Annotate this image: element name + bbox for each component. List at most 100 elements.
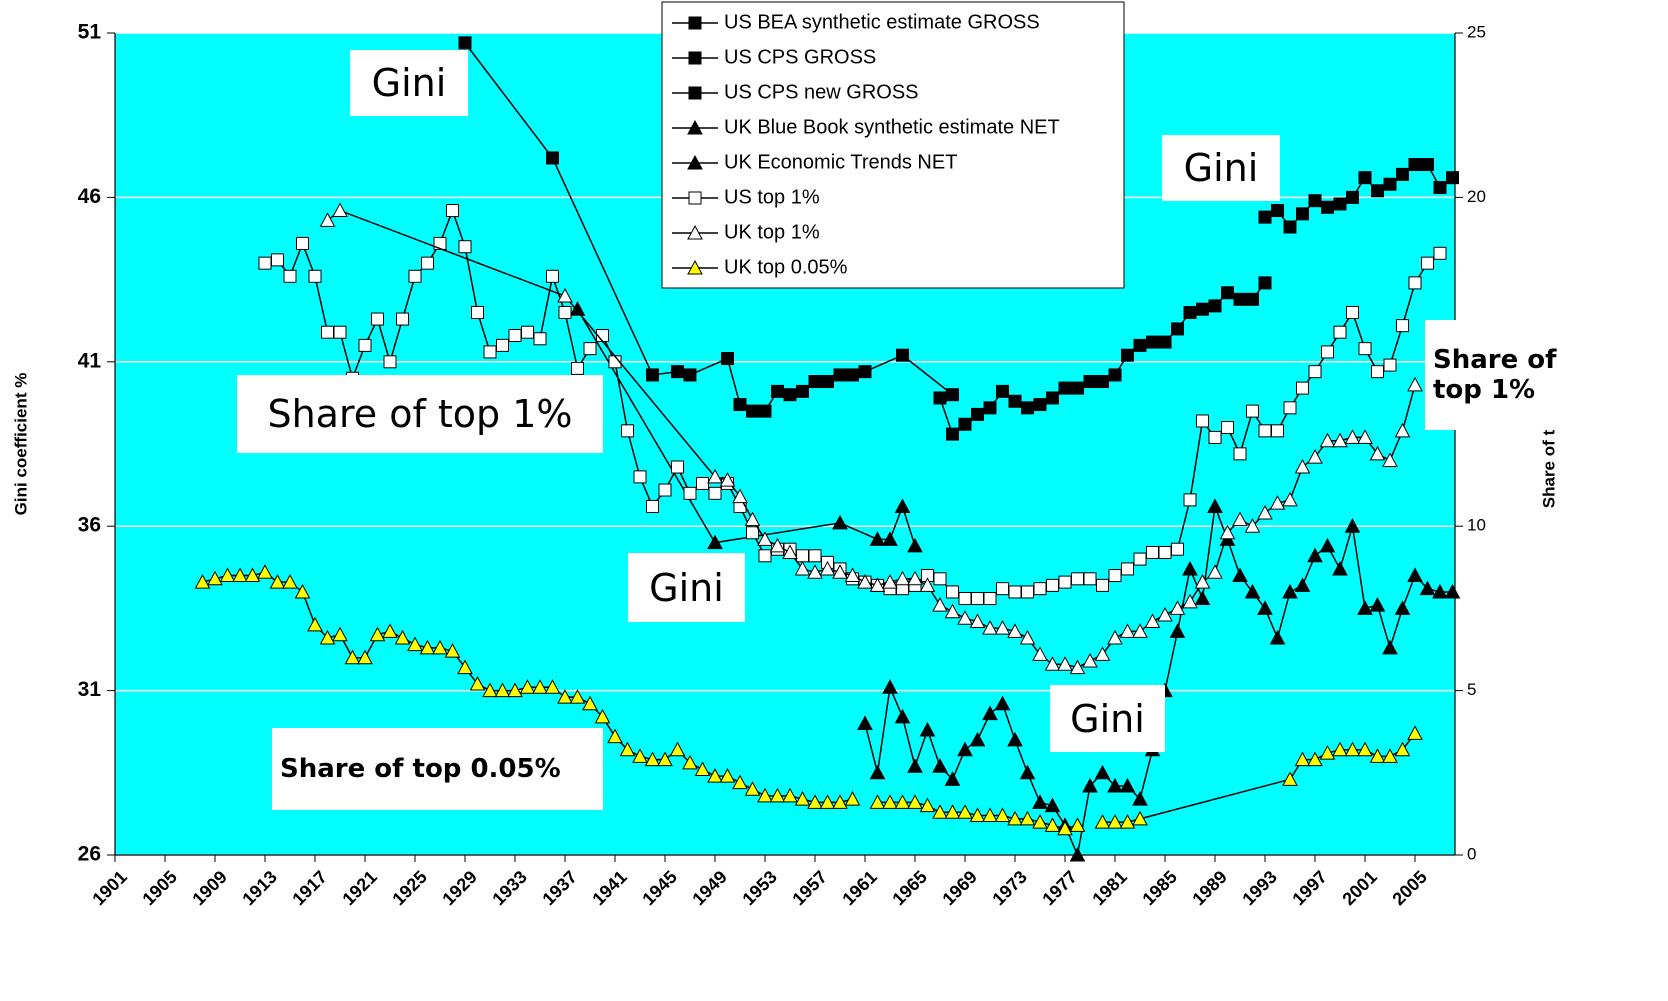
data-point bbox=[821, 375, 834, 389]
data-point bbox=[1007, 623, 1023, 638]
data-point bbox=[896, 348, 909, 362]
data-point bbox=[1308, 365, 1322, 379]
data-point bbox=[808, 375, 822, 389]
data-point bbox=[1383, 358, 1397, 372]
data-point bbox=[194, 574, 211, 589]
data-point bbox=[1369, 445, 1386, 461]
data-point bbox=[569, 689, 586, 704]
x-tick-label: 1945 bbox=[638, 867, 680, 909]
data-point bbox=[1282, 491, 1298, 507]
data-point bbox=[783, 388, 797, 402]
data-point bbox=[1246, 404, 1259, 418]
data-point bbox=[1196, 302, 1209, 316]
x-tick-label: 1985 bbox=[1138, 867, 1180, 909]
data-point bbox=[1057, 820, 1073, 836]
legend-marker bbox=[687, 119, 703, 135]
data-point bbox=[1008, 394, 1022, 408]
data-point bbox=[1294, 751, 1311, 767]
data-point bbox=[983, 401, 997, 415]
data-point bbox=[1407, 725, 1423, 740]
data-point bbox=[521, 325, 534, 339]
data-point bbox=[1146, 335, 1159, 349]
data-point bbox=[482, 682, 498, 698]
data-point bbox=[969, 807, 986, 823]
x-tick-label: 2005 bbox=[1388, 867, 1430, 909]
data-point bbox=[1294, 577, 1311, 592]
data-point bbox=[894, 708, 911, 724]
data-point bbox=[1196, 414, 1209, 428]
data-point bbox=[1183, 305, 1197, 319]
data-point bbox=[1233, 447, 1247, 461]
data-point bbox=[1121, 348, 1134, 362]
data-point bbox=[319, 629, 336, 645]
data-point bbox=[257, 564, 273, 579]
data-point bbox=[496, 338, 509, 352]
data-point bbox=[1107, 814, 1123, 829]
data-point bbox=[1383, 177, 1397, 191]
data-point bbox=[646, 499, 659, 513]
annotation: Gini bbox=[1162, 135, 1280, 201]
data-point bbox=[794, 560, 811, 576]
legend-label: US top 1% bbox=[724, 186, 820, 208]
x-tick-label: 1953 bbox=[738, 867, 780, 909]
data-point bbox=[894, 498, 911, 513]
data-point bbox=[371, 312, 384, 326]
data-point bbox=[1421, 158, 1434, 172]
data-point bbox=[1219, 524, 1236, 540]
data-point bbox=[1032, 794, 1048, 809]
x-tick-label: 1965 bbox=[888, 867, 930, 909]
annotation: Share of top 0.05% bbox=[272, 728, 603, 810]
data-point bbox=[958, 417, 972, 431]
data-point bbox=[1232, 567, 1248, 583]
data-point bbox=[982, 620, 998, 635]
data-point bbox=[1432, 583, 1448, 599]
data-point bbox=[946, 585, 959, 599]
data-point bbox=[1208, 430, 1222, 444]
data-point bbox=[1446, 171, 1459, 185]
data-point bbox=[1369, 748, 1386, 763]
data-point bbox=[683, 486, 697, 500]
x-tick-label: 2001 bbox=[1338, 867, 1380, 909]
data-point bbox=[1044, 656, 1061, 671]
x-tick-label: 1973 bbox=[988, 867, 1030, 909]
data-point bbox=[1357, 741, 1373, 757]
data-point bbox=[1344, 429, 1361, 444]
data-point bbox=[758, 404, 772, 418]
data-point bbox=[332, 202, 348, 218]
data-point bbox=[969, 613, 986, 629]
x-tick-label: 1925 bbox=[388, 867, 430, 909]
data-point bbox=[1333, 197, 1347, 211]
data-point bbox=[1333, 325, 1347, 339]
data-point bbox=[844, 791, 861, 806]
data-point bbox=[1057, 656, 1073, 671]
data-point bbox=[946, 427, 959, 441]
data-point bbox=[1183, 493, 1197, 507]
data-point bbox=[1382, 639, 1398, 655]
data-point bbox=[1007, 731, 1023, 747]
data-point bbox=[819, 794, 836, 809]
data-point bbox=[457, 659, 473, 675]
legend-label: UK top 0.05% bbox=[724, 256, 848, 278]
data-point bbox=[894, 570, 911, 586]
data-point bbox=[1258, 210, 1272, 224]
data-point bbox=[1008, 585, 1022, 599]
data-point bbox=[1083, 375, 1097, 389]
data-point bbox=[283, 269, 297, 283]
data-point bbox=[344, 649, 361, 665]
data-point bbox=[1132, 810, 1148, 826]
data-point bbox=[994, 620, 1011, 635]
data-point bbox=[532, 679, 548, 694]
data-point bbox=[1396, 167, 1409, 181]
data-point bbox=[1133, 338, 1147, 352]
data-point bbox=[1296, 207, 1309, 221]
legend-marker bbox=[688, 16, 702, 30]
x-tick-label: 1981 bbox=[1088, 867, 1130, 909]
data-point bbox=[1171, 542, 1184, 556]
annotation: Gini bbox=[1050, 685, 1165, 752]
data-point bbox=[1107, 629, 1123, 645]
x-tick-label: 1917 bbox=[288, 867, 330, 909]
data-point bbox=[383, 355, 397, 369]
data-point bbox=[583, 342, 597, 356]
data-point bbox=[1108, 368, 1122, 382]
x-tick-label: 1977 bbox=[1038, 867, 1080, 909]
